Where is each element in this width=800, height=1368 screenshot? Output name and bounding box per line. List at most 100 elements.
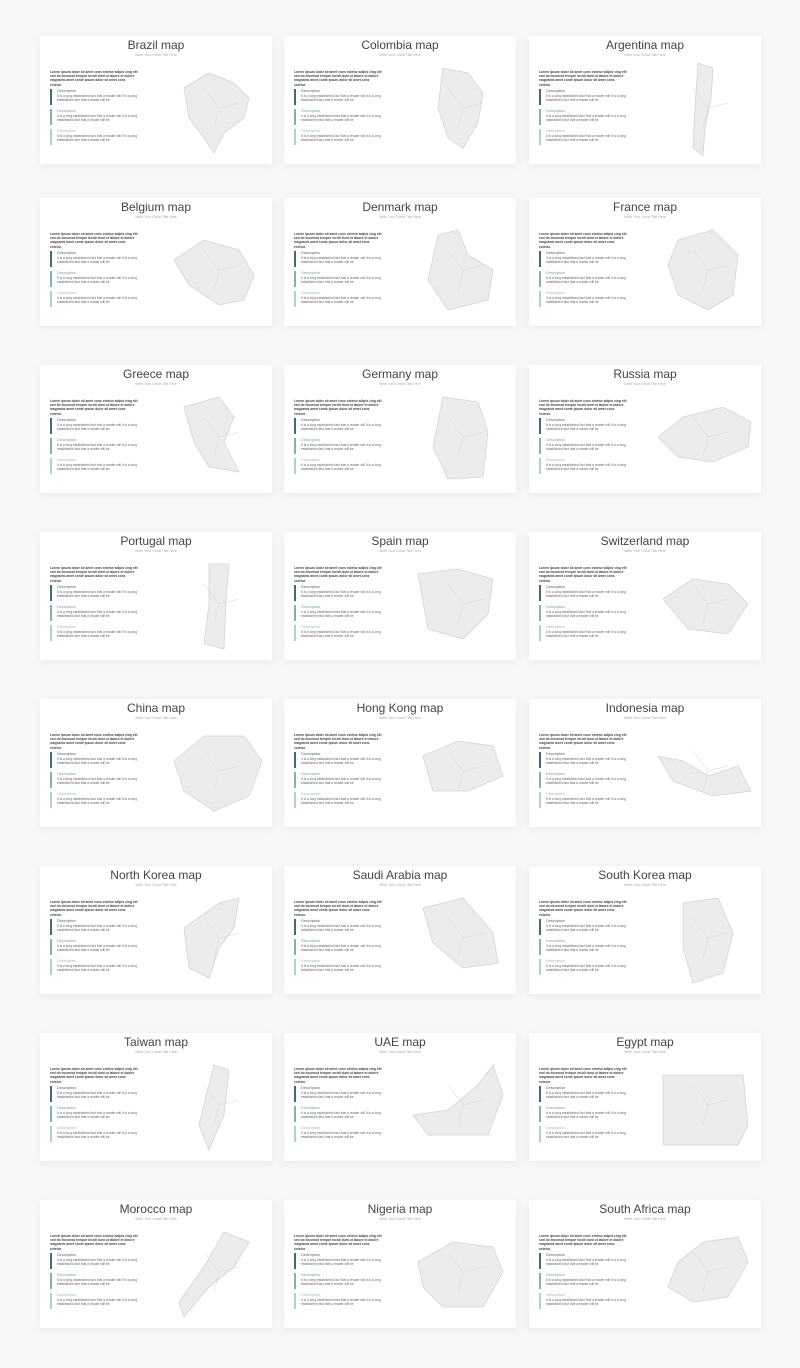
- slide-title: Russia map: [613, 367, 677, 381]
- description-heading: Description: [301, 271, 320, 275]
- intro-text: Lorem ipsum dolor sit amet cons ectetur …: [294, 900, 382, 917]
- slide-title: Saudi Arabia map: [352, 868, 448, 882]
- slide-card[interactable]: Brazil map Write Your Great Title Here L…: [40, 36, 272, 164]
- slide-card[interactable]: Colombia map Write Your Great Title Here…: [284, 36, 516, 164]
- description-heading: Description: [301, 1273, 320, 1277]
- description-item: Description It is a long established fac…: [294, 1273, 391, 1289]
- portugal-map-icon: [203, 563, 240, 650]
- slide-card[interactable]: Portugal map Write Your Great Title Here…: [40, 532, 272, 660]
- slide-card[interactable]: Germany map Write Your Great Title Here …: [284, 365, 516, 493]
- description-text: It is a long established fact that a rea…: [301, 964, 381, 973]
- slide-card[interactable]: North Korea map Write Your Great Title H…: [40, 866, 272, 994]
- description-item: Description It is a long established fac…: [50, 625, 147, 641]
- slide-subtitle: Write Your Great Title Here: [624, 1050, 666, 1054]
- description-heading: Description: [546, 959, 565, 963]
- description-text: It is a long established fact that a rea…: [301, 94, 381, 103]
- description-heading: Description: [301, 959, 320, 963]
- slide-card[interactable]: South Africa map Write Your Great Title …: [529, 1200, 761, 1328]
- slide-card[interactable]: Morocco map Write Your Great Title Here …: [40, 1200, 272, 1328]
- slide-subtitle: Write Your Great Title Here: [624, 716, 666, 720]
- description-item: Description It is a long established fac…: [50, 605, 147, 621]
- slide-card[interactable]: Taiwan map Write Your Great Title Here L…: [40, 1033, 272, 1161]
- slide-card[interactable]: Indonesia map Write Your Great Title Her…: [529, 699, 761, 827]
- description-text: It is a long established fact that a rea…: [57, 256, 137, 265]
- description-text: It is a long established fact that a rea…: [301, 463, 381, 472]
- description-heading: Description: [57, 585, 76, 589]
- description-heading: Description: [57, 752, 76, 756]
- slide-title: Taiwan map: [123, 1035, 189, 1049]
- slide-title: Greece map: [122, 367, 190, 381]
- description-item: Description It is a long established fac…: [539, 959, 636, 975]
- description-heading: Description: [57, 458, 76, 462]
- description-item: Description It is a long established fac…: [539, 251, 636, 267]
- slide-card[interactable]: Belgium map Write Your Great Title Here …: [40, 198, 272, 326]
- description-heading: Description: [546, 291, 565, 295]
- description-item: Description It is a long established fac…: [50, 772, 147, 788]
- slide-card[interactable]: Russia map Write Your Great Title Here L…: [529, 365, 761, 493]
- description-heading: Description: [57, 1253, 76, 1257]
- brazil-map-icon: [183, 72, 250, 154]
- slide-card[interactable]: Greece map Write Your Great Title Here L…: [40, 365, 272, 493]
- description-item: Description It is a long established fac…: [50, 129, 147, 145]
- slide-card[interactable]: Hong Kong map Write Your Great Title Her…: [284, 699, 516, 827]
- slide-subtitle: Write Your Great Title Here: [379, 382, 421, 386]
- intro-text: Lorem ipsum dolor sit amet cons ectetur …: [294, 1067, 382, 1084]
- description-heading: Description: [301, 251, 320, 255]
- nigeria-map-icon: [417, 1241, 504, 1308]
- slide-card[interactable]: Egypt map Write Your Great Title Here Lo…: [529, 1033, 761, 1161]
- description-heading: Description: [546, 251, 565, 255]
- slide-card[interactable]: France map Write Your Great Title Here L…: [529, 198, 761, 326]
- description-heading: Description: [546, 271, 565, 275]
- slide-card[interactable]: Saudi Arabia map Write Your Great Title …: [284, 866, 516, 994]
- description-heading: Description: [546, 1293, 565, 1297]
- slide-card[interactable]: China map Write Your Great Title Here Lo…: [40, 699, 272, 827]
- description-text: It is a long established fact that a rea…: [546, 1298, 626, 1307]
- description-text: It is a long established fact that a rea…: [546, 463, 626, 472]
- denmark-map-icon: [427, 229, 494, 311]
- description-heading: Description: [546, 458, 565, 462]
- slide-subtitle: Write Your Great Title Here: [379, 1050, 421, 1054]
- description-item: Description It is a long established fac…: [294, 418, 391, 434]
- slide-subtitle: Write Your Great Title Here: [624, 215, 666, 219]
- intro-text: Lorem ipsum dolor sit amet cons ectetur …: [539, 232, 627, 249]
- description-text: It is a long established fact that a rea…: [546, 423, 626, 432]
- description-heading: Description: [301, 605, 320, 609]
- slide-card[interactable]: South Korea map Write Your Great Title H…: [529, 866, 761, 994]
- description-item: Description It is a long established fac…: [294, 1253, 391, 1269]
- description-item: Description It is a long established fac…: [539, 792, 636, 808]
- intro-text: Lorem ipsum dolor sit amet cons ectetur …: [294, 232, 382, 249]
- description-heading: Description: [301, 939, 320, 943]
- spain-map-icon: [417, 568, 494, 640]
- description-text: It is a long established fact that a rea…: [301, 1111, 381, 1120]
- description-item: Description It is a long established fac…: [539, 585, 636, 601]
- description-heading: Description: [57, 129, 76, 133]
- description-text: It is a long established fact that a rea…: [57, 964, 137, 973]
- slide-card[interactable]: Nigeria map Write Your Great Title Here …: [284, 1200, 516, 1328]
- china-map-icon: [173, 735, 263, 812]
- description-text: It is a long established fact that a rea…: [301, 610, 381, 619]
- description-item: Description It is a long established fac…: [50, 1293, 147, 1309]
- description-text: It is a long established fact that a rea…: [301, 114, 381, 123]
- slide-card[interactable]: Switzerland map Write Your Great Title H…: [529, 532, 761, 660]
- description-text: It is a long established fact that a rea…: [546, 777, 626, 786]
- slide-card[interactable]: UAE map Write Your Great Title Here Lore…: [284, 1033, 516, 1161]
- description-heading: Description: [546, 1086, 565, 1090]
- description-item: Description It is a long established fac…: [50, 1106, 147, 1122]
- description-text: It is a long established fact that a rea…: [546, 276, 626, 285]
- slide-card[interactable]: Spain map Write Your Great Title Here Lo…: [284, 532, 516, 660]
- description-text: It is a long established fact that a rea…: [546, 1091, 626, 1100]
- slide-subtitle: Write Your Great Title Here: [379, 1217, 421, 1221]
- description-text: It is a long established fact that a rea…: [301, 590, 381, 599]
- slide-card[interactable]: Argentina map Write Your Great Title Her…: [529, 36, 761, 164]
- description-heading: Description: [546, 939, 565, 943]
- slide-subtitle: Write Your Great Title Here: [135, 382, 177, 386]
- intro-text: Lorem ipsum dolor sit amet cons ectetur …: [539, 900, 627, 917]
- description-item: Description It is a long established fac…: [50, 939, 147, 955]
- slide-subtitle: Write Your Great Title Here: [624, 53, 666, 57]
- description-item: Description It is a long established fac…: [539, 291, 636, 307]
- intro-text: Lorem ipsum dolor sit amet cons ectetur …: [294, 399, 382, 416]
- slide-card[interactable]: Denmark map Write Your Great Title Here …: [284, 198, 516, 326]
- description-heading: Description: [57, 625, 76, 629]
- description-heading: Description: [546, 605, 565, 609]
- description-text: It is a long established fact that a rea…: [546, 256, 626, 265]
